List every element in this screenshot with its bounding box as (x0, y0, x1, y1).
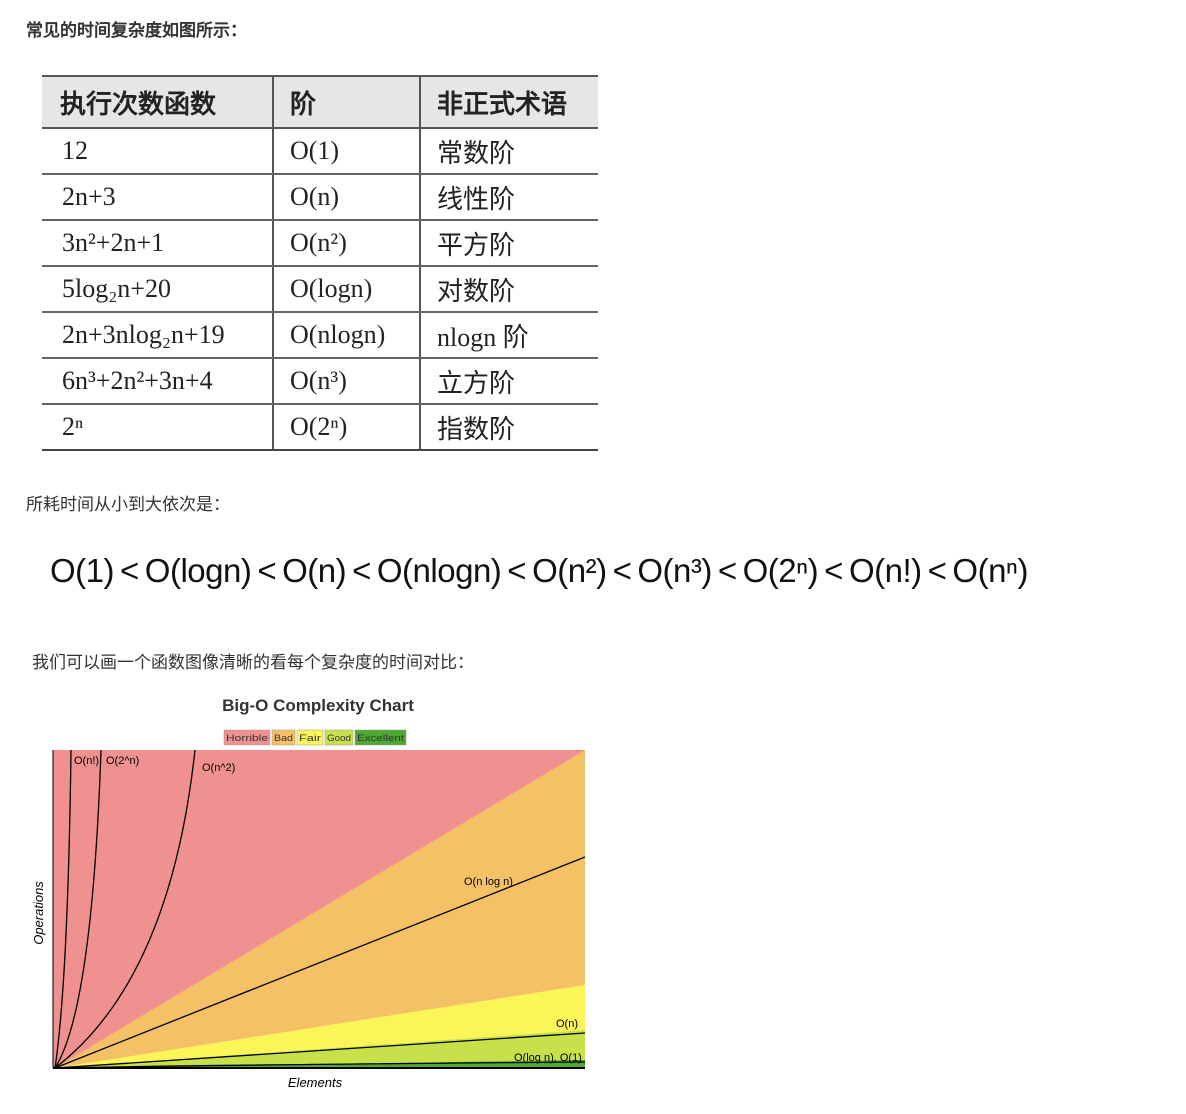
legend-label: Fair (299, 733, 321, 743)
legend-swatch (271, 729, 296, 746)
table-cell: O(n³) (272, 358, 420, 405)
table-cell: O(1) (272, 128, 420, 175)
legend-swatch (223, 729, 271, 746)
x-axis-label: Elements (288, 1075, 343, 1090)
curve-label: O(n) (556, 1018, 578, 1030)
complexity-item: O(2ⁿ) (742, 552, 819, 589)
heading: 常见的时间复杂度如图所示： (26, 21, 247, 40)
header-cell: 执行次数函数 (42, 75, 273, 129)
legend-label: Excellent (357, 733, 405, 743)
curve-label: O(n!) (74, 755, 99, 767)
curve (54, 749, 196, 1069)
complexity-item: O(nⁿ) (952, 552, 1028, 589)
table-row: 2ⁿ O(2ⁿ) 指数阶 (42, 404, 598, 451)
table-cell: 常数阶 (419, 128, 598, 175)
table-row: 12 O(1) 常数阶 (42, 128, 598, 175)
separator: < (927, 552, 947, 589)
legend-label: Good (327, 733, 351, 743)
region-bad (55, 750, 585, 1068)
table-row: 2n+3 O(n) 线性阶 (42, 174, 598, 221)
complexity-item: O(nlogn) (376, 552, 502, 589)
curve (54, 1032, 586, 1069)
table-cell: 2ⁿ (42, 404, 273, 451)
complexity-item: O(n) (282, 552, 347, 589)
table-row: 3n²+2n+1 O(n²) 平方阶 (42, 220, 598, 267)
legend-swatch (296, 729, 324, 746)
table-cell: 12 (42, 128, 273, 175)
separator: < (257, 552, 277, 589)
separator: < (352, 552, 371, 589)
separator: < (507, 552, 527, 589)
table-row: 2n+3nlog₂n+19 O(nlogn) nlogn 阶 (42, 312, 598, 359)
complexity-chart: Big-O Complexity Chart Horrible Bad Fair Go… (31, 696, 586, 1090)
table-cell: O(n) (272, 174, 420, 221)
table-cell: 6n³+2n²+3n+4 (42, 358, 273, 405)
curve (54, 749, 102, 1069)
curve-label: O(n log n) (464, 876, 513, 888)
table-cell: O(n²) (272, 220, 420, 267)
chart-title: Big-O Complexity Chart (222, 696, 414, 715)
legend-label: Bad (274, 733, 293, 743)
legend-swatch (324, 729, 354, 746)
table-cell: 5log₂n+20 (42, 266, 273, 313)
table-cell: 对数阶 (419, 266, 598, 313)
separator: < (120, 552, 139, 589)
separator: < (824, 552, 843, 589)
paragraph: 所耗时间从小到大依次是： (26, 495, 230, 514)
table-cell: O(2ⁿ) (272, 404, 420, 451)
table-cell: 3n²+2n+1 (42, 220, 273, 267)
curve-label: O(2^n) (106, 755, 139, 767)
complexity-item: O(n!) (848, 552, 922, 589)
separator: < (717, 552, 737, 589)
legend-label: Horrible (226, 733, 268, 743)
curve (54, 749, 72, 1069)
complexity-table: 执行次数函数阶非正式术语 12 O(1) 常数阶 2n+3 O(n) 线性阶 3n²+2n+1… (42, 75, 598, 451)
table-cell: 线性阶 (419, 174, 598, 221)
header-cell: 阶 (272, 75, 420, 129)
complexity-item: O(logn) (144, 552, 252, 589)
table-cell: nlogn 阶 (419, 312, 598, 359)
table-cell: 平方阶 (419, 220, 598, 267)
complexity-item: O(n³) (637, 552, 712, 589)
order-formula: O(1) < O(logn) < O(n) < O(nlogn) < O(n²) < O(n³) < O… (50, 552, 1028, 590)
complexity-item: O(n²) (532, 552, 607, 589)
header-row: 执行次数函数阶非正式术语 (42, 75, 598, 129)
table-cell: 指数阶 (419, 404, 598, 451)
legend-swatch (354, 729, 407, 746)
curve (54, 856, 586, 1069)
table-cell: O(logn) (272, 266, 420, 313)
complexity-item: O(1) (50, 552, 115, 589)
table-cell: 立方阶 (419, 358, 598, 405)
separator: < (612, 552, 632, 589)
table-cell: 2n+3nlog₂n+19 (42, 312, 273, 359)
legend: Horrible Bad Fair Good Excellent (223, 729, 407, 746)
curve-label: O(n^2) (202, 762, 235, 774)
paragraph: 我们可以画一个函数图像清晰的看每个复杂度的时间对比： (32, 653, 474, 672)
table-cell: 2n+3 (42, 174, 273, 221)
curve-label: O(log n), O(1) (514, 1052, 582, 1064)
header-cell: 非正式术语 (419, 75, 598, 129)
table-row: 5log₂n+20 O(logn) 对数阶 (42, 266, 598, 313)
region-good (55, 1030, 585, 1068)
y-axis-label: Operations (31, 881, 46, 945)
table-row: 6n³+2n²+3n+4 O(n³) 立方阶 (42, 358, 598, 405)
table-cell: O(nlogn) (272, 312, 420, 359)
